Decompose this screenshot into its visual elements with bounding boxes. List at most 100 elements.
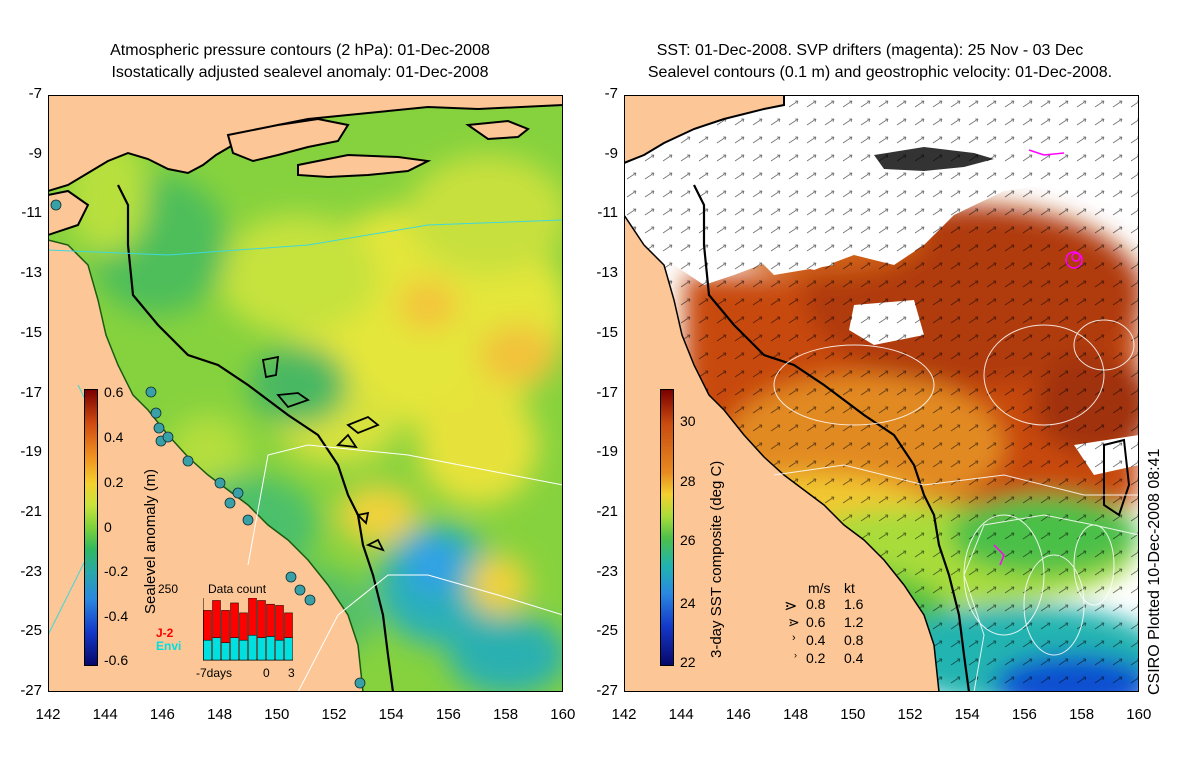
inset-series-b: Envi	[156, 639, 182, 653]
legend-arrow-3: ›	[794, 650, 797, 660]
right-xtick: 148	[783, 706, 809, 723]
right-sst-map	[624, 95, 1139, 692]
right-ytick: -19	[596, 443, 618, 461]
left-xtick: 156	[435, 706, 461, 723]
left-cb-tick-3: 0	[104, 519, 112, 535]
right-title-line2: Sealevel contours (0.1 m) and geostrophi…	[647, 64, 1113, 81]
left-ytick: -21	[20, 502, 42, 520]
right-ytick: -23	[596, 562, 618, 580]
right-cb-tick-4: 22	[680, 654, 696, 670]
left-ytick: -11	[21, 204, 42, 222]
inset-bar-j2	[284, 612, 293, 638]
legend-kt-0: 1.6	[844, 596, 864, 612]
inset-ymax: 250	[158, 582, 179, 596]
right-ytick: -21	[596, 502, 618, 520]
left-ytick: -19	[20, 443, 42, 461]
right-map-frame	[624, 95, 1139, 692]
legend-ms-3: 0.2	[806, 650, 826, 666]
right-ytick: -11	[597, 204, 618, 222]
right-xtick: 152	[897, 706, 923, 723]
left-xtick: 142	[35, 706, 61, 723]
left-xtick: 148	[207, 706, 233, 723]
inset-bar-envi	[203, 639, 212, 661]
legend-ms-0: 0.8	[806, 596, 826, 612]
inset-x-start: -7days	[196, 666, 233, 680]
right-xtick: 142	[611, 706, 637, 723]
inset-bar-j2	[239, 612, 248, 641]
credit-text: CSIRO Plotted 10-Dec-2008 08:41	[1146, 448, 1163, 695]
legend-ms-1: 0.6	[806, 614, 826, 630]
inset-x-mid: 0	[263, 666, 270, 680]
right-ytick: -27	[596, 682, 618, 699]
right-colorbar	[660, 389, 674, 666]
right-cb-tick-0: 30	[680, 413, 696, 429]
right-xtick: 144	[668, 706, 694, 723]
legend-header-kt: kt	[844, 580, 855, 596]
inset-x-end: 3	[288, 666, 295, 680]
left-xtick: 144	[92, 706, 118, 723]
right-colorbar-label: 3-day SST composite (deg C)	[708, 460, 725, 658]
legend-kt-1: 1.2	[844, 614, 864, 630]
left-cb-tick-0: 0.6	[104, 384, 124, 400]
inset-bar-envi	[239, 639, 248, 661]
inset-bar-envi	[275, 639, 284, 661]
legend-kt-3: 0.4	[844, 650, 864, 666]
left-title-line2: Isostatically adjusted sealevel anomaly:…	[111, 64, 489, 81]
inset-bars	[203, 598, 293, 661]
right-cb-tick-1: 28	[680, 473, 696, 489]
left-sealevel-map	[48, 95, 563, 692]
inset-bar-j2	[266, 603, 275, 637]
legend-header-ms: m/s	[808, 580, 831, 596]
left-colorbar	[84, 389, 98, 666]
inset-bar-j2	[257, 600, 266, 638]
right-ytick: -25	[596, 622, 618, 640]
inset-bar-envi	[248, 634, 257, 661]
left-ytick: -27	[20, 682, 42, 699]
right-xtick: 156	[1011, 706, 1037, 723]
right-xtick: 146	[725, 706, 751, 723]
right-cb-tick-2: 26	[680, 532, 696, 548]
right-ytick: -17	[596, 383, 618, 401]
legend-ms-2: 0.4	[806, 632, 826, 648]
left-ytick: -25	[20, 622, 42, 640]
inset-bar-j2	[212, 600, 221, 638]
right-ytick: -7	[604, 85, 618, 102]
right-ytick: -13	[596, 264, 618, 282]
right-xtick: 160	[1126, 706, 1152, 723]
left-xtick: 150	[264, 706, 290, 723]
legend-kt-2: 0.8	[844, 632, 864, 648]
inset-bar-envi	[266, 636, 275, 661]
inset-bar-j2	[275, 605, 284, 641]
left-ytick: -23	[20, 562, 42, 580]
left-xtick: 154	[378, 706, 404, 723]
velocity-legend: m/s kt ⋗ 0.8 1.6 ⋗ 0.6 1.2 › 0.4 0.8 › 0…	[780, 580, 880, 670]
inset-bar-j2	[230, 602, 239, 638]
inset-bar-envi	[284, 637, 293, 661]
right-cb-tick-3: 24	[680, 595, 696, 611]
legend-arrow-2: ›	[792, 632, 796, 644]
left-ytick: -15	[20, 323, 42, 341]
inset-bar-envi	[230, 637, 239, 661]
left-xtick: 152	[321, 706, 347, 723]
left-ytick: -9	[28, 144, 42, 162]
inset-bar-j2	[221, 610, 230, 643]
right-ytick: -9	[604, 144, 618, 162]
inset-bar-envi	[221, 642, 230, 661]
left-ytick: -17	[20, 383, 42, 401]
legend-arrow-1: ⋗	[788, 614, 800, 630]
inset-bar-j2	[203, 610, 212, 641]
right-title-line1: SST: 01-Dec-2008. SVP drifters (magenta)…	[656, 42, 1084, 59]
left-cb-tick-2: 0.2	[104, 474, 124, 490]
legend-arrow-0: ⋗	[784, 598, 798, 615]
left-cb-tick-5: -0.4	[104, 608, 129, 624]
left-title-line1: Atmospheric pressure contours (2 hPa): 0…	[110, 42, 490, 59]
left-map-frame	[48, 95, 563, 692]
inset-bar-j2	[248, 598, 257, 636]
left-cb-tick-1: 0.4	[104, 429, 124, 445]
left-ytick: -7	[28, 85, 42, 102]
inset-series-a: J-2	[156, 626, 174, 640]
left-cb-tick-6: -0.6	[104, 652, 129, 668]
right-xtick: 150	[840, 706, 866, 723]
right-xtick: 158	[1069, 706, 1095, 723]
right-xtick: 154	[954, 706, 980, 723]
